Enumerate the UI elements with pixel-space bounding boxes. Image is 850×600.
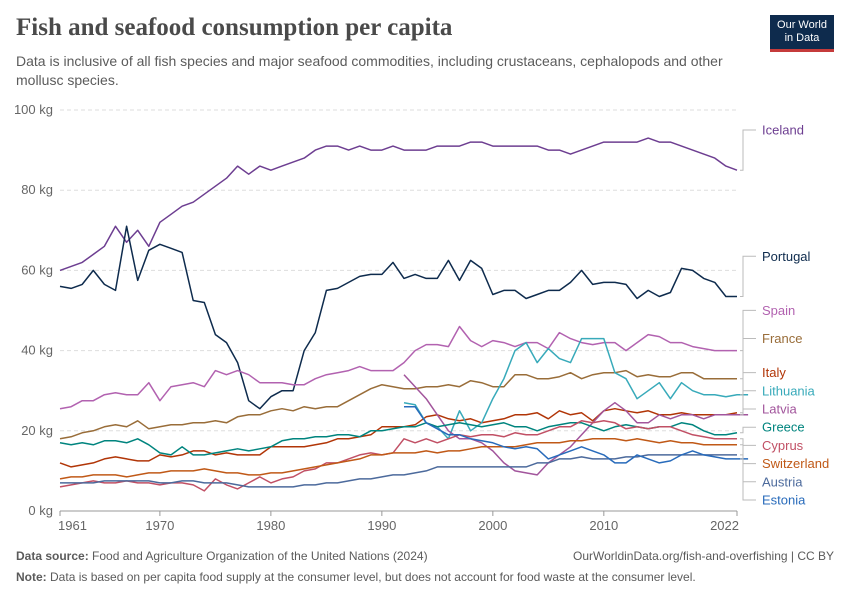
y-tick-label: 0 kg: [28, 503, 53, 518]
chart-title: Fish and seafood consumption per capita: [16, 14, 453, 41]
series-line-switzerland: [59, 438, 737, 480]
series-line-estonia: [404, 405, 749, 464]
series-label-lithuania: Lithuania: [762, 383, 816, 398]
series-line-france: [59, 369, 737, 440]
y-tick-label: 100 kg: [14, 102, 53, 117]
x-tick-label: 1970: [145, 518, 174, 533]
source-label: Data source:: [16, 549, 89, 563]
series-label-italy: Italy: [762, 365, 786, 380]
y-tick-label: 60 kg: [21, 262, 53, 277]
label-connector-cyprus: [740, 438, 756, 446]
series-line-spain: [59, 325, 737, 410]
logo-line-2: in Data: [784, 32, 820, 44]
x-tick-label: 2010: [589, 518, 618, 533]
series-label-france: France: [762, 331, 802, 346]
label-connector-switzerland: [740, 444, 756, 465]
label-connector-spain: [740, 309, 756, 352]
label-connector-greece: [740, 426, 756, 434]
series-line-italy: [59, 407, 738, 468]
series-labels: Iceland Portugal Spain France Italy Lithuania…: [740, 123, 829, 508]
series-line-iceland: [59, 137, 738, 272]
series-label-spain: Spain: [762, 303, 795, 318]
logo-line-1: Our World: [777, 19, 827, 31]
owid-logo[interactable]: Our World in Data: [770, 15, 834, 52]
label-connector-estonia: [740, 458, 756, 501]
chart-note: Note: Data is based on per capita food s…: [16, 570, 696, 584]
series-label-austria: Austria: [762, 474, 803, 489]
y-tick-label: 80 kg: [21, 182, 53, 197]
series-line-greece: [59, 422, 738, 456]
x-tick-label: 1990: [367, 518, 396, 533]
x-tick-label: 2022: [710, 518, 739, 533]
series-label-latvia: Latvia: [762, 402, 797, 417]
series-label-portugal: Portugal: [762, 249, 811, 264]
x-tick-label: 1961: [58, 518, 87, 533]
series-line-portugal: [59, 225, 737, 410]
series-label-cyprus: Cyprus: [762, 438, 804, 453]
source-url[interactable]: OurWorldinData.org/fish-and-overfishing …: [573, 549, 834, 563]
x-axis-ticks: 1961 1970 1980 1990 2000 2010 2022: [58, 511, 739, 533]
gridlines: [60, 109, 737, 512]
series-label-greece: Greece: [762, 420, 805, 435]
source-text[interactable]: Food and Agriculture Organization of the…: [92, 549, 428, 563]
series-line-austria: [60, 454, 737, 488]
label-connector-iceland: [740, 129, 756, 171]
chart-subtitle: Data is inclusive of all fish species an…: [16, 53, 723, 88]
label-connector-lithuania: [740, 390, 756, 396]
y-tick-label: 20 kg: [21, 423, 53, 438]
y-tick-label: 40 kg: [21, 343, 53, 358]
label-connector-latvia: [740, 408, 756, 416]
series-lines: [59, 137, 749, 492]
label-connector-france: [740, 338, 756, 380]
note-label: Note:: [16, 570, 47, 584]
label-connector-portugal: [740, 255, 756, 297]
data-source: Data source: Food and Agriculture Organi…: [16, 549, 428, 563]
series-label-switzerland: Switzerland: [762, 456, 829, 471]
series-line-latvia: [403, 374, 749, 476]
series-line-lithuania: [403, 337, 749, 440]
x-tick-label: 2000: [478, 518, 507, 533]
x-tick-label: 1980: [256, 518, 285, 533]
series-label-iceland: Iceland: [762, 123, 804, 138]
note-text: Data is based on per capita food supply …: [50, 570, 696, 584]
series-label-estonia: Estonia: [762, 493, 806, 508]
y-axis-ticks: 0 kg 20 kg 40 kg 60 kg 80 kg 100 kg: [14, 102, 53, 518]
